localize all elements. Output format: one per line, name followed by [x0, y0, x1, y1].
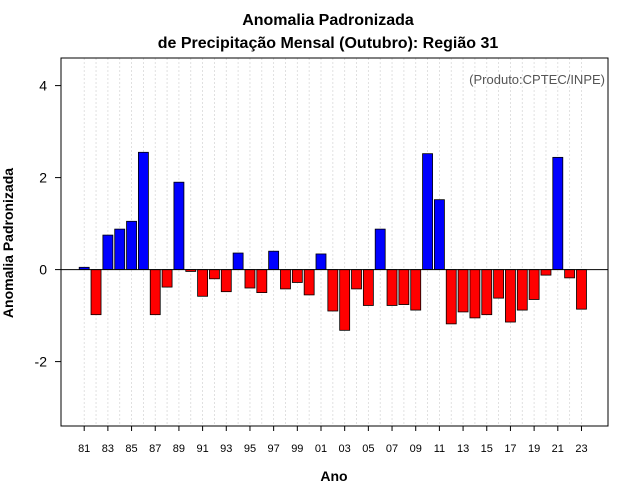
bar-1999 — [291, 269, 303, 283]
bar-2001 — [315, 253, 327, 271]
x-axis-label: Ano — [320, 468, 347, 484]
bar-1983 — [102, 234, 114, 271]
x-axis: 81 83 85 87 89 91 93 95 97 99 01 03 05 07 09 11 13 15 17 19… — [78, 426, 588, 455]
bar-2005 — [362, 269, 374, 306]
x-tick-label: 03 — [339, 443, 351, 455]
bar-2017 — [505, 269, 516, 323]
bar-2012 — [445, 269, 457, 325]
chart-title-line1: Anomalia Padronizada — [242, 12, 414, 29]
bar-2000 — [303, 269, 315, 296]
chart-title-line2: de Precipitação Mensal (Outubro): Região… — [158, 35, 499, 52]
x-tick-label: 01 — [315, 443, 327, 455]
x-tick-label: 85 — [125, 443, 137, 455]
bar-2004 — [351, 269, 362, 290]
bar-2010 — [422, 153, 433, 270]
x-tick-label: 87 — [149, 443, 161, 455]
bar-1986 — [137, 151, 149, 271]
x-tick-label: 09 — [410, 443, 422, 455]
bar-2006 — [374, 228, 386, 270]
credit-label: (Produto:CPTEC/INPE) — [469, 72, 605, 87]
x-tick-label: 07 — [386, 443, 398, 455]
x-tick-label: 89 — [173, 443, 185, 455]
bar-2002 — [327, 269, 339, 312]
bar-2007 — [386, 269, 398, 306]
x-tick-label: 23 — [575, 443, 587, 455]
x-tick-label: 97 — [268, 443, 280, 455]
bar-1992 — [209, 269, 220, 280]
x-tick-label: 17 — [504, 443, 516, 455]
x-tick-label: 11 — [434, 443, 445, 455]
bar-1989 — [173, 181, 185, 270]
bar-2022 — [564, 269, 576, 279]
y-axis-label: Anomalia Padronizada — [0, 168, 16, 318]
bar-2023 — [576, 269, 587, 310]
bar-2014 — [469, 269, 481, 319]
x-tick-label: 93 — [220, 443, 232, 455]
bar-2016 — [493, 269, 505, 299]
bar-1996 — [256, 269, 268, 294]
bar-2003 — [339, 269, 351, 331]
bar-2011 — [433, 199, 445, 270]
bar-2015 — [481, 269, 493, 316]
bar-2021 — [552, 156, 564, 270]
bar-1987 — [149, 269, 161, 316]
x-tick-label: 99 — [291, 443, 303, 455]
y-axis: -2 0 2 4 — [35, 78, 61, 370]
bar-1991 — [197, 269, 209, 297]
x-tick-label: 19 — [528, 443, 540, 455]
y-tick-label: 4 — [39, 78, 47, 94]
bar-2008 — [398, 269, 410, 305]
bar-1985 — [126, 220, 137, 271]
bar-2019 — [528, 269, 540, 300]
plot-frame — [60, 57, 609, 427]
x-tick-label: 05 — [362, 443, 374, 455]
y-tick-label: 2 — [39, 170, 47, 186]
x-tick-label: 83 — [102, 443, 114, 455]
x-tick-label: 91 — [196, 443, 208, 455]
bar-1997 — [268, 250, 280, 270]
bar-2018 — [516, 269, 528, 311]
bar-1982 — [90, 269, 102, 316]
bar-2020 — [540, 269, 552, 276]
vertical-gridlines — [83, 58, 582, 426]
bar-1995 — [244, 269, 256, 289]
x-tick-label: 81 — [78, 443, 90, 455]
bar-1984 — [114, 228, 126, 270]
y-tick-label: 0 — [39, 262, 47, 278]
x-tick-label: 21 — [552, 443, 564, 455]
bar-1993 — [220, 269, 232, 293]
bar-1988 — [161, 269, 173, 288]
x-tick-label: 15 — [481, 443, 493, 455]
bar-2009 — [410, 269, 422, 311]
y-tick-label: -2 — [35, 354, 48, 370]
bar-1994 — [232, 252, 244, 270]
bar-2013 — [457, 269, 469, 313]
x-tick-label: 13 — [457, 443, 469, 455]
bar-1998 — [280, 269, 291, 290]
x-tick-label: 95 — [244, 443, 256, 455]
bars-group — [78, 151, 587, 331]
